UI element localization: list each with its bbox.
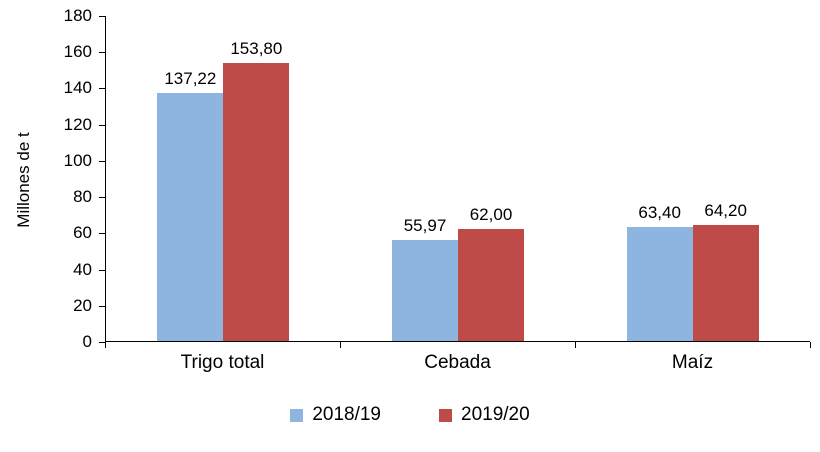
bar-group-0: 137,22 153,80 [106,16,341,341]
x-tick-mark [810,342,811,348]
bar-group-2: 63,40 64,20 [575,16,810,341]
legend-label: 2018/19 [312,404,381,425]
plot-area: 137,22 153,80 55,97 62,00 63,40 64,20 [105,16,810,342]
y-tick-label: 40 [73,259,92,279]
x-tick-mark [575,342,576,348]
bar-2019-20-1: 62,00 [458,205,524,341]
y-tick-mark [99,52,105,54]
y-tick-mark [99,342,105,343]
y-tick-label: 160 [63,42,92,62]
y-tick-mark [99,269,105,271]
x-tick-mark [340,342,341,348]
y-tick-label: 180 [63,6,92,25]
y-tick-mark [99,160,105,162]
y-tick-mark [99,124,105,126]
legend-swatch-icon [439,408,452,422]
bar-value-label: 64,20 [704,201,747,221]
legend-swatch-icon [290,408,304,422]
bar-value-label: 153,80 [230,39,283,59]
y-tick-label: 140 [63,78,92,98]
bar-value-label: 62,00 [469,205,513,225]
x-category-label-1: Cebada [424,352,491,373]
bar-value-label: 55,97 [403,215,447,235]
y-axis-title: Millones de t [14,132,33,228]
y-tick-label: 80 [73,187,92,207]
y-tick-mark [99,88,105,90]
x-tick-mark [105,342,106,348]
y-tick-mark [99,233,105,235]
legend-item-2018-19: 2018/19 [290,404,381,426]
y-tick-label: 120 [63,114,92,134]
bar-2018-19-1: 55,97 [392,216,458,341]
legend-label: 2019/20 [461,404,530,425]
legend-item-2019-20: 2019/20 [439,404,530,426]
bar-2019-20-2: 64,20 [692,201,759,341]
legend: 2018/19 2019/20 [0,404,820,426]
y-tick-mark [99,305,105,307]
y-tick-mark [99,16,105,17]
x-category-label-2: Maíz [671,352,714,373]
x-category-label-0: Trigo total [180,352,265,373]
category-axis-labels: Trigo total Cebada Maíz [105,352,810,374]
bar-group-1: 55,97 62,00 [341,16,576,341]
bar-2018-19-2: 63,40 [626,203,693,341]
bar-2018-19-0: 137,22 [157,69,224,341]
bar-2019-20-0: 153,80 [223,39,290,341]
bar-groups: 137,22 153,80 55,97 62,00 63,40 64,20 [106,16,810,341]
y-tick-mark [99,197,105,199]
y-tick-label: 20 [73,295,92,315]
bar-value-label: 63,40 [638,202,681,222]
y-tick-label: 60 [73,223,92,243]
bar-value-label: 137,22 [164,69,217,89]
y-tick-label: 100 [63,150,92,170]
y-tick-label: 0 [82,332,92,351]
